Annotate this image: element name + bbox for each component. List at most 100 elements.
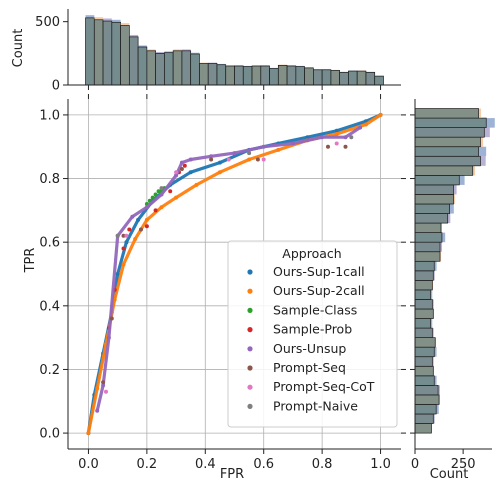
data-point-ours-unsup bbox=[106, 335, 111, 340]
data-point-ours-sup-1call bbox=[188, 170, 193, 175]
legend-marker bbox=[247, 307, 253, 313]
scatter-series bbox=[86, 112, 383, 436]
data-point-ours-sup-1call bbox=[115, 272, 120, 276]
marginal-x-bar bbox=[269, 68, 279, 86]
marginal-x-bar bbox=[216, 64, 227, 86]
data-point-prompt-naive bbox=[247, 151, 252, 156]
marginal-y-x-tick-label: 250 bbox=[451, 457, 476, 472]
legend-frame bbox=[227, 240, 398, 428]
marginal-y-bar bbox=[414, 308, 434, 319]
data-point-ours-unsup bbox=[95, 408, 100, 413]
data-point-prompt-naive bbox=[159, 186, 164, 191]
marginal-x-bar bbox=[181, 50, 192, 86]
legend-entry-label: Ours-Unsup bbox=[273, 341, 346, 356]
marginal-x-bar bbox=[321, 69, 332, 86]
data-point-ours-sup-1call bbox=[136, 217, 141, 222]
marginal-x-bar bbox=[93, 19, 104, 86]
y-tick-label: 0.4 bbox=[39, 299, 60, 314]
data-point-ours-sup-2call bbox=[194, 182, 199, 187]
marginal-y-bar bbox=[414, 175, 460, 186]
marginal-y-bar bbox=[414, 203, 451, 214]
marginal-y-x-tick-label: 0 bbox=[411, 457, 419, 472]
data-point-prompt-seq bbox=[255, 157, 260, 162]
data-point-ours-unsup bbox=[261, 144, 266, 149]
marginal-y-bar bbox=[414, 155, 481, 167]
marginal-x-bar bbox=[365, 71, 376, 86]
marginal-x-bar bbox=[164, 52, 174, 86]
marginal-y-bar bbox=[414, 299, 433, 310]
data-point-ours-sup-1call bbox=[217, 160, 222, 165]
data-point-ours-sup-2call bbox=[95, 386, 100, 391]
data-point-ours-unsup bbox=[144, 205, 149, 210]
data-point-prompt-seq bbox=[101, 380, 106, 385]
marginal-y-bar bbox=[414, 127, 485, 138]
data-point-ours-unsup bbox=[320, 135, 325, 140]
marginal-y-bar bbox=[414, 232, 443, 243]
data-point-ours-unsup bbox=[188, 157, 193, 162]
marginal-x-bar bbox=[137, 46, 148, 86]
data-point-ours-sup-1call bbox=[124, 240, 129, 245]
x-tick-label: 1.0 bbox=[370, 457, 391, 472]
legend-marker bbox=[247, 384, 253, 390]
marginal-y-histogram bbox=[414, 108, 495, 434]
x-tick-label: 0.8 bbox=[312, 457, 333, 472]
marginal-x-bar bbox=[199, 63, 209, 86]
marginal-y-axis-title: Count bbox=[430, 467, 469, 482]
data-point-sample-prob bbox=[144, 224, 149, 229]
data-point-prompt-seq-cot bbox=[261, 157, 266, 162]
x-tick-label: 0.0 bbox=[78, 457, 99, 472]
data-point-ours-unsup bbox=[130, 214, 135, 219]
data-point-ours-sup-2call bbox=[217, 170, 222, 175]
legend-entry-label: Prompt-Seq-CoT bbox=[273, 379, 375, 394]
marginal-x-bar bbox=[356, 70, 367, 86]
marginal-y-bar bbox=[414, 213, 449, 224]
x-axis-title: FPR bbox=[220, 467, 244, 482]
data-point-ours-unsup bbox=[159, 192, 164, 197]
marginal-x-axis-title: Count bbox=[11, 29, 26, 68]
data-point-prompt-seq-cot bbox=[124, 233, 129, 238]
marginal-x-bar bbox=[304, 67, 314, 86]
marginal-y-bar bbox=[414, 404, 437, 415]
marginal-y-bar bbox=[414, 146, 479, 157]
legend-entry-label: Prompt-Naive bbox=[273, 398, 358, 413]
marginal-y-bar bbox=[414, 251, 441, 262]
data-point-ours-sup-2call bbox=[159, 205, 164, 210]
marginal-y-bar bbox=[414, 184, 454, 195]
data-point-prompt-naive bbox=[349, 135, 354, 140]
data-point-ours-unsup bbox=[179, 160, 184, 165]
marginal-y-bar bbox=[414, 318, 431, 329]
data-point-sample-prob bbox=[153, 208, 158, 213]
y-axis-title: TPR bbox=[23, 248, 38, 274]
data-point-ours-sup-2call bbox=[334, 132, 339, 136]
marginal-y-bar bbox=[414, 241, 441, 253]
y-tick-label: 0.0 bbox=[39, 427, 60, 442]
marginal-x-bar bbox=[102, 20, 113, 86]
data-point-ours-unsup bbox=[101, 383, 106, 388]
marginal-y-bar bbox=[414, 356, 433, 367]
data-point-sample-prob bbox=[168, 189, 173, 194]
marginal-y-bar bbox=[414, 222, 442, 233]
marginal-y-bar bbox=[414, 337, 436, 348]
marginal-x-bar bbox=[313, 69, 323, 86]
legend-entry-label: Prompt-Seq bbox=[273, 360, 346, 375]
data-point-prompt-seq bbox=[209, 157, 214, 162]
data-point-ours-sup-2call bbox=[133, 237, 138, 241]
data-point-prompt-seq-cot bbox=[226, 157, 231, 162]
marginal-x-bar bbox=[207, 63, 218, 86]
data-point-ours-unsup bbox=[358, 125, 363, 130]
data-point-ours-unsup bbox=[174, 173, 179, 178]
y-tick-label: 0.8 bbox=[39, 172, 60, 187]
data-point-prompt-seq bbox=[139, 227, 143, 232]
marginal-x-bar bbox=[339, 71, 349, 86]
data-point-prompt-seq bbox=[179, 167, 184, 171]
marginal-x-bar bbox=[242, 66, 253, 86]
marginal-y-bar bbox=[414, 394, 440, 405]
legend-marker bbox=[247, 365, 253, 371]
data-point-prompt-seq-cot bbox=[174, 170, 179, 175]
marginal-y-bar bbox=[414, 327, 433, 338]
marginal-y-bar bbox=[414, 385, 439, 396]
data-point-ours-unsup bbox=[290, 141, 295, 146]
marginal-y-bar bbox=[414, 165, 474, 176]
